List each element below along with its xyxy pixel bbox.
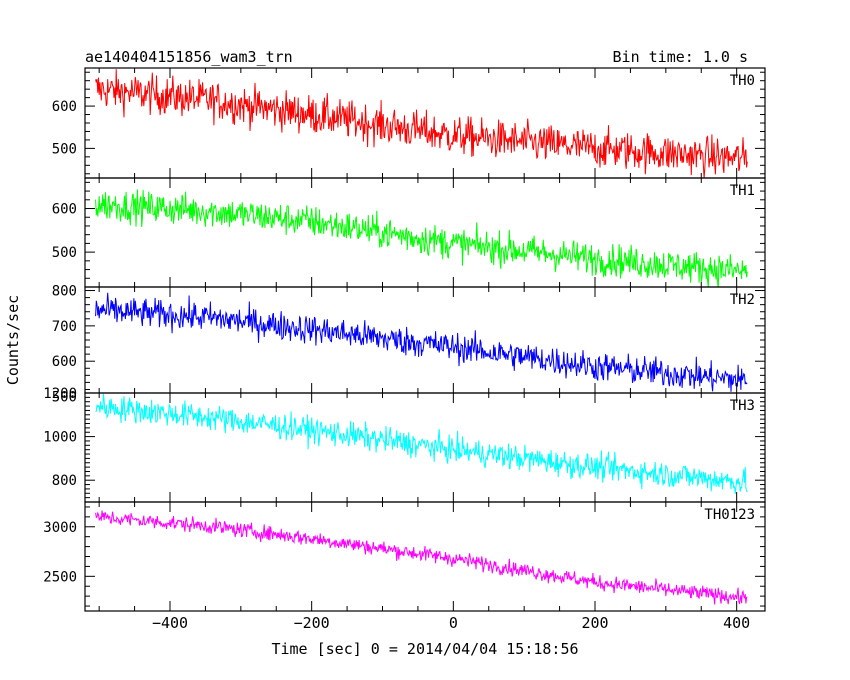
y-tick-label: 600 [52,202,77,218]
y-tick-label: 700 [52,319,77,335]
panel-label: TH1 [730,183,755,199]
series-line-th0123 [95,510,748,605]
panel-label: TH0 [730,73,755,89]
panels: 500 600 TH0 500 600 TH1 500 600 700 800 TH2 800 1000… [43,67,766,632]
y-tick-label: 800 [52,284,77,300]
y-tick-label: 500 [52,390,77,406]
y-tick-label: 800 [52,473,77,489]
x-tick-label: 200 [581,614,608,632]
y-tick-label: 1200 [43,386,77,402]
series-line-th2 [95,292,748,392]
chart-title: ae140404151856_wam3_trn [85,48,293,66]
panel-label: TH3 [730,398,755,414]
y-tick-label: 2500 [43,569,77,585]
x-tick-label: −400 [152,614,188,632]
y-axis-label: Counts/sec [4,295,22,385]
y-tick-label: 500 [52,245,77,261]
series-line-th0 [95,69,748,178]
panel-label: TH0123 [704,507,755,523]
x-tick-label: −200 [294,614,330,632]
series-line-th1 [95,189,748,287]
x-tick-label: 400 [723,614,750,632]
y-tick-label: 600 [52,354,77,370]
panel-frame [84,392,766,503]
y-tick-label: 600 [52,99,77,115]
panel-th2: 500 600 700 800 TH2 [52,284,766,406]
y-tick-label: 500 [52,141,77,157]
panel-label: TH2 [730,292,755,308]
x-tick-label: 0 [449,614,458,632]
series-line-th3 [95,393,748,495]
panel-th1: 500 600 TH1 [52,177,766,288]
panel-th3: 800 1000 1200 TH3 [43,386,766,503]
panel-frame [84,501,766,612]
x-axis-label: Time [sec] 0 = 2014/04/04 15:18:56 [271,640,578,658]
bin-time-label: Bin time: 1.0 s [613,48,748,66]
y-tick-label: 3000 [43,520,77,536]
panel-th0: 500 600 TH0 [52,67,766,179]
y-tick-label: 1000 [43,430,77,446]
panel-th0123: 2500 3000 TH0123 [43,501,766,612]
